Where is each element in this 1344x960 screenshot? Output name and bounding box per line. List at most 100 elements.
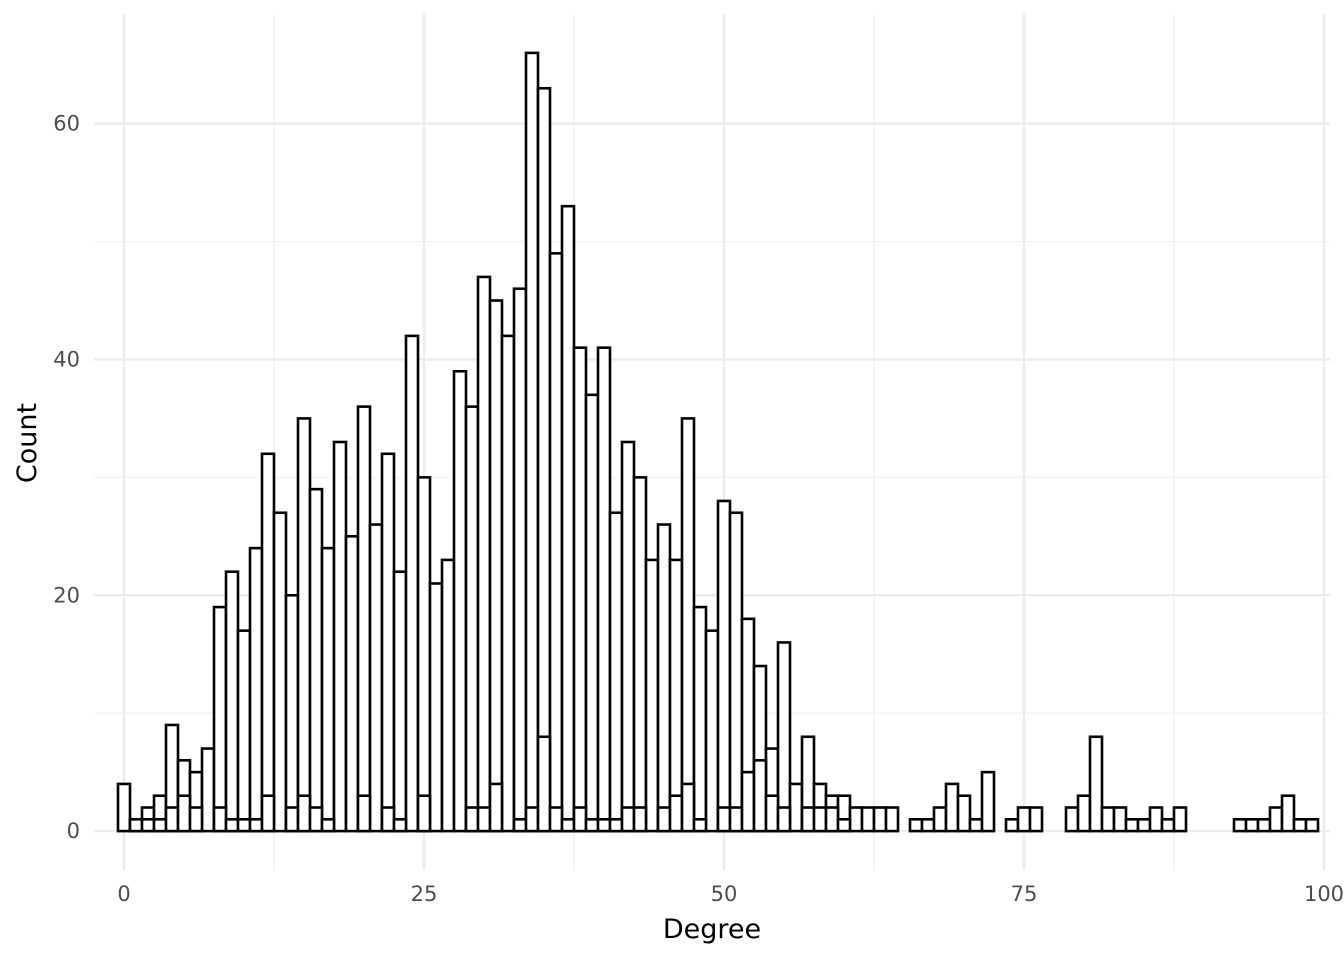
histogram-bar-layer-1 — [1016, 806, 1032, 833]
histogram-bar-layer-2 — [692, 818, 708, 833]
histogram-bar-layer-2 — [248, 818, 264, 833]
histogram-bar-layer-2 — [800, 806, 816, 833]
histogram-bar-layer-1 — [644, 558, 660, 833]
histogram-bar-layer-1 — [500, 334, 516, 833]
histogram-bar-layer-2 — [224, 818, 240, 833]
histogram-bar-layer-2 — [152, 818, 168, 833]
histogram-bar-layer-2 — [140, 818, 156, 833]
histogram-bar-layer-1 — [728, 511, 744, 833]
histogram-bar-layer-1 — [344, 535, 360, 833]
histogram-bar-layer-2 — [176, 794, 192, 833]
histogram-bar-layer-1 — [380, 452, 396, 833]
histogram-bar-layer-1 — [632, 476, 648, 833]
histogram-bar-layer-1 — [368, 523, 384, 833]
x-axis-title: Degree — [663, 914, 761, 945]
histogram-bar-layer-2 — [212, 806, 228, 833]
histogram-bar-layer-1 — [272, 511, 288, 833]
histogram-bar-layer-2 — [824, 806, 840, 833]
histogram-bar-layer-1 — [1028, 806, 1044, 833]
x-tick-label: 50 — [711, 882, 738, 906]
histogram-bar-layer-1 — [1112, 806, 1128, 833]
histogram-bar-layer-2 — [776, 806, 792, 833]
histogram-bar-layer-1 — [464, 405, 480, 833]
histogram-bar-layer-1 — [1292, 818, 1308, 833]
histogram-bar-layer-1 — [1004, 818, 1020, 833]
histogram-bar-layer-2 — [308, 806, 324, 833]
histogram-bar-layer-1 — [980, 770, 996, 833]
histogram-bar-layer-1 — [548, 252, 564, 833]
histogram-bar-layer-1 — [1172, 806, 1188, 833]
histogram-bar-layer-1 — [788, 782, 804, 833]
histogram-bar-layer-1 — [308, 487, 324, 833]
histogram-bar-layer-1 — [428, 582, 444, 833]
histogram-bar-layer-1 — [332, 440, 348, 833]
histogram-bar-layer-1 — [656, 523, 672, 833]
histogram-bar-layer-1 — [1136, 818, 1152, 833]
histogram-bar-layer-1 — [1088, 735, 1104, 833]
histogram-bar-layer-1 — [1124, 818, 1140, 833]
histogram-bar-layer-1 — [596, 346, 612, 833]
histogram-bar-layer-1 — [212, 605, 228, 833]
histogram-bar-layer-2 — [656, 806, 672, 833]
histogram-bar-layer-1 — [224, 570, 240, 833]
histogram-bar-layer-1 — [680, 417, 696, 833]
histogram-bar-layer-1 — [968, 818, 984, 833]
histogram-bar-layer-1 — [476, 275, 492, 833]
histogram-bar-layer-2 — [812, 806, 828, 833]
histogram-bar-layer-1 — [1244, 818, 1260, 833]
histogram-bar-layer-2 — [296, 794, 312, 833]
histogram-bar-layer-1 — [944, 782, 960, 833]
histogram-bar-layer-1 — [512, 287, 528, 833]
histogram-bar-layer-1 — [320, 546, 336, 833]
histogram-bar-layer-1 — [524, 51, 540, 833]
histogram-bar-layer-1 — [692, 605, 708, 833]
histogram-bar-layer-1 — [404, 334, 420, 833]
histogram-bar-layer-1 — [1232, 818, 1248, 833]
histogram-bar-layer-1 — [200, 747, 216, 833]
histogram-bar-layer-2 — [392, 818, 408, 833]
histogram-bar-layer-1 — [1100, 806, 1116, 833]
x-axis-tick-labels: 0 25 50 75 100 — [117, 882, 1344, 906]
histogram-bar-layer-1 — [452, 369, 468, 833]
histogram-bar-layer-2 — [764, 794, 780, 833]
histogram-bar-layer-2 — [596, 818, 612, 833]
histogram-bar-layer-2 — [524, 806, 540, 833]
histogram-bar-layer-1 — [620, 440, 636, 833]
histogram-bar-layer-1 — [956, 794, 972, 833]
histogram-bar-layer-1 — [704, 629, 720, 833]
histogram-bar-layer-2 — [716, 806, 732, 833]
histogram-bar-layer-2 — [188, 806, 204, 833]
histogram-bar-layer-2 — [728, 806, 744, 833]
histogram-bar-layer-1 — [932, 806, 948, 833]
histogram-bar-layer-2 — [320, 818, 336, 833]
histogram-bar-layer-1 — [536, 86, 552, 833]
histogram-bar-layer-1 — [236, 629, 252, 833]
histogram-bar-layer-1 — [920, 818, 936, 833]
histogram-bar-layer-1 — [1256, 818, 1272, 833]
histogram-bar-layer-1 — [860, 806, 876, 833]
histogram-bar-layer-2 — [740, 770, 756, 833]
histogram-bar-layer-1 — [572, 346, 588, 833]
histogram-bar-layer-1 — [356, 405, 372, 833]
histogram-bar-layer-1 — [608, 511, 624, 833]
histogram-bar-layer-1 — [908, 818, 924, 833]
histogram-bar-layer-1 — [668, 558, 684, 833]
histogram-bar-layer-2 — [560, 818, 576, 833]
y-tick-label: 20 — [53, 583, 80, 607]
histogram-bars — [116, 51, 1320, 833]
histogram-bar-layer-2 — [668, 794, 684, 833]
histogram-bar-layer-1 — [1268, 806, 1284, 833]
histogram-bar-layer-1 — [716, 499, 732, 833]
histogram-bar-layer-2 — [512, 818, 528, 833]
histogram-bar-layer-1 — [296, 417, 312, 833]
histogram-bar-layer-1 — [1076, 794, 1092, 833]
histogram-bar-layer-1 — [776, 641, 792, 833]
y-axis-tick-labels: 0 20 40 60 — [53, 112, 80, 843]
histogram-bar-layer-1 — [1160, 818, 1176, 833]
x-tick-label: 0 — [117, 882, 130, 906]
histogram-bar-layer-1 — [1064, 806, 1080, 833]
histogram-bar-layer-2 — [476, 806, 492, 833]
histogram-bar-layer-2 — [464, 806, 480, 833]
histogram-bar-layer-1 — [560, 204, 576, 833]
